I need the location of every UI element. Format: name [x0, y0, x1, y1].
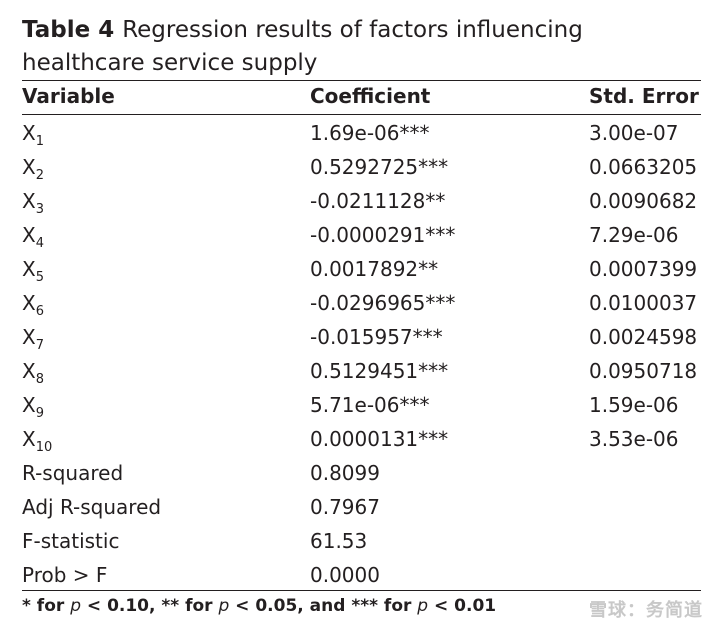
table-title: Regression results of factors influencin…: [22, 17, 583, 76]
table-row: X9 5.71e-06*** 1.59e-06: [0, 390, 717, 424]
variable-cell: Adj R-squared: [22, 494, 161, 520]
std-error-cell: 0.0007399: [589, 257, 698, 281]
variable-cell: R-squared: [22, 460, 123, 486]
coefficient-cell: -0.0000291***: [310, 223, 456, 247]
variable-name: X: [22, 155, 36, 179]
variable-name: Adj R-squared: [22, 495, 162, 519]
std-error-cell: 3.00e-07: [589, 121, 679, 145]
footnote-p: p: [70, 596, 81, 616]
table-body: X1 1.69e-06*** 3.00e-07 X2 0.5292725*** 0.066…: [0, 118, 717, 594]
variable-cell: X10: [22, 426, 53, 455]
std-error-cell: 7.29e-06: [589, 223, 679, 247]
bottom-rule: [22, 590, 701, 591]
table-row: R-squared 0.8099: [0, 458, 717, 492]
coefficient-cell: 1.69e-06***: [310, 121, 430, 145]
variable-cell: Prob > F: [22, 562, 107, 588]
variable-cell: X9: [22, 392, 44, 421]
footnote-part: < 0.05, and *** for: [229, 596, 418, 616]
table-row: X4 -0.0000291*** 7.29e-06: [0, 220, 717, 254]
variable-cell: X8: [22, 358, 44, 387]
coefficient-cell: 61.53: [310, 529, 368, 553]
footnote-p: p: [218, 596, 230, 616]
table-row: X5 0.0017892** 0.0007399: [0, 254, 717, 288]
coefficient-cell: 0.7967: [310, 495, 380, 519]
variable-subscript: 3: [35, 202, 44, 217]
variable-subscript: 9: [35, 406, 44, 421]
variable-subscript: 7: [35, 338, 44, 353]
variable-name: X: [22, 189, 36, 213]
variable-cell: X3: [22, 188, 44, 217]
std-error-cell: 0.0950718: [589, 359, 698, 383]
footnote-p: p: [417, 596, 429, 616]
coefficient-cell: 0.0017892**: [310, 257, 439, 281]
footnote-part: < 0.01: [428, 596, 497, 616]
variable-name: Prob > F: [22, 563, 108, 587]
std-error-cell: 3.53e-06: [589, 427, 679, 451]
coefficient-cell: -0.0296965***: [310, 291, 456, 315]
std-error-cell: 0.0090682: [589, 189, 698, 213]
header-std-error: Std. Error: [589, 84, 699, 108]
variable-cell: F-statistic: [22, 528, 119, 554]
coefficient-cell: 0.0000: [310, 563, 380, 587]
variable-name: X: [22, 121, 36, 145]
table-row: X6 -0.0296965*** 0.0100037: [0, 288, 717, 322]
table-row: F-statistic 61.53: [0, 526, 717, 560]
variable-cell: X2: [22, 154, 44, 183]
std-error-cell: 1.59e-06: [589, 393, 679, 417]
watermark: 雪球：务简道: [589, 600, 703, 621]
table-label: Table 4: [22, 17, 115, 43]
coefficient-cell: -0.015957***: [310, 325, 443, 349]
coefficient-cell: -0.0211128**: [310, 189, 446, 213]
table-row: X8 0.5129451*** 0.0950718: [0, 356, 717, 390]
variable-cell: X6: [22, 290, 44, 319]
table-row: X2 0.5292725*** 0.0663205: [0, 152, 717, 186]
header-coefficient: Coefficient: [310, 84, 431, 108]
table-row: Prob > F 0.0000: [0, 560, 717, 594]
top-rule: [22, 80, 701, 81]
table-footnote: * for p < 0.10, ** for p < 0.05, and ***…: [22, 594, 496, 618]
std-error-cell: 0.0663205: [589, 155, 698, 179]
footnote-part: * for: [22, 596, 71, 616]
coefficient-cell: 0.5129451***: [310, 359, 449, 383]
variable-cell: X7: [22, 324, 44, 353]
variable-subscript: 1: [35, 134, 44, 149]
coefficient-cell: 5.71e-06***: [310, 393, 430, 417]
variable-name: X: [22, 427, 36, 451]
variable-cell: X5: [22, 256, 44, 285]
std-error-cell: 0.0024598: [589, 325, 698, 349]
variable-subscript: 10: [35, 440, 53, 455]
variable-name: X: [22, 291, 36, 315]
header-variable: Variable: [22, 84, 115, 108]
variable-name: X: [22, 223, 36, 247]
table-row: X10 0.0000131*** 3.53e-06: [0, 424, 717, 458]
std-error-cell: 0.0100037: [589, 291, 698, 315]
variable-cell: X1: [22, 120, 44, 149]
table-row: Adj R-squared 0.7967: [0, 492, 717, 526]
variable-cell: X4: [22, 222, 44, 251]
variable-name: R-squared: [22, 461, 124, 485]
variable-subscript: 4: [35, 236, 44, 251]
table-row: X7 -0.015957*** 0.0024598: [0, 322, 717, 356]
variable-name: X: [22, 359, 36, 383]
variable-subscript: 5: [35, 270, 44, 285]
variable-name: X: [22, 257, 36, 281]
variable-name: X: [22, 325, 36, 349]
header-rule: [22, 114, 701, 115]
table-header-row: Variable Coefficient Std. Error: [0, 84, 717, 112]
variable-name: X: [22, 393, 36, 417]
coefficient-cell: 0.5292725***: [310, 155, 449, 179]
variable-subscript: 8: [35, 372, 44, 387]
variable-subscript: 6: [35, 304, 44, 319]
table-caption: Table 4 Regression results of factors inf…: [22, 14, 702, 80]
coefficient-cell: 0.8099: [310, 461, 380, 485]
variable-name: F-statistic: [22, 529, 120, 553]
coefficient-cell: 0.0000131***: [310, 427, 449, 451]
table-row: X3 -0.0211128** 0.0090682: [0, 186, 717, 220]
footnote-part: < 0.10, ** for: [80, 596, 219, 616]
table-row: X1 1.69e-06*** 3.00e-07: [0, 118, 717, 152]
variable-subscript: 2: [35, 168, 44, 183]
